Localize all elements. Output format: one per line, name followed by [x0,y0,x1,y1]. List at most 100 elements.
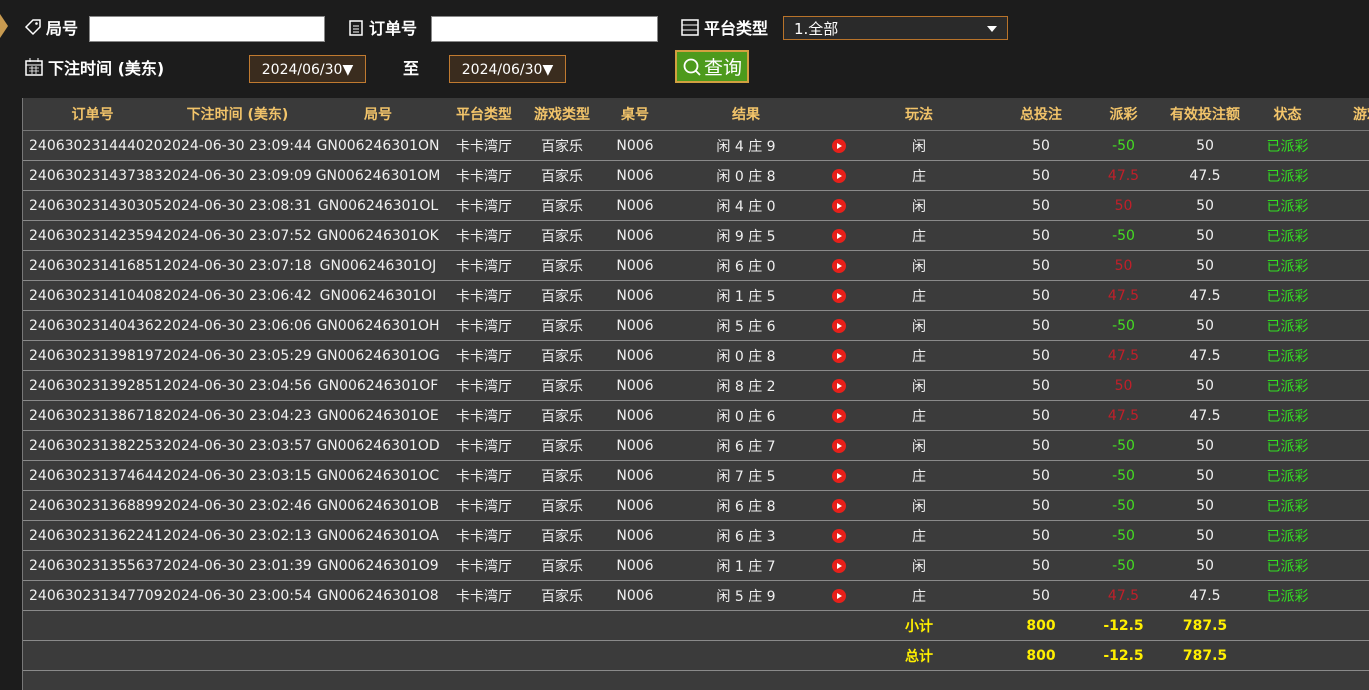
cell: 百家乐 [525,310,599,341]
cell: 百家乐 [525,250,599,281]
play-icon[interactable] [832,288,846,303]
cell: N006 [599,520,671,551]
cell: 47.5 [1101,400,1146,431]
play-icon[interactable] [832,228,846,243]
play-icon[interactable] [832,198,846,213]
cell: GN006246301OJ [313,250,443,281]
order-input[interactable] [431,16,658,42]
play-icon[interactable] [832,498,846,513]
cell: 百家乐 [525,460,599,491]
cell: 百家乐 [525,220,599,251]
to-label: 至 [403,55,419,79]
cell: -50 [1101,520,1146,551]
play-icon[interactable] [832,438,846,453]
cell: N006 [599,370,671,401]
summary-cell: 800 [981,610,1101,641]
query-button[interactable]: 查询 [675,50,749,83]
cell: 47.5 [1101,340,1146,371]
cell: 卡卡湾厅 [443,130,525,161]
cell [821,610,857,641]
summary-cell: -12.5 [1101,640,1146,671]
cell: 闲 5 庄 9 [671,580,821,611]
cell [821,280,857,311]
table-row: 240630231374644 2024-06-30 23:03:15 GN0062… [23,460,1369,491]
play-icon[interactable] [832,348,846,363]
cell: 240630231374644 [23,460,162,491]
cell: 240630231398197 [23,340,162,371]
table-row: 240630231347709 2024-06-30 23:00:54 GN0062… [23,580,1369,611]
platform-label: 平台类型 [680,15,768,39]
cell: N006 [599,220,671,251]
cell: 240630231382253 [23,430,162,461]
text: 局号 [46,19,79,38]
cell: 50 [1101,190,1146,221]
cell: N006 [599,400,671,431]
cell: 2024-06-30 23:06:06 [162,310,313,341]
cell [1311,430,1369,461]
table-row: 240630231392851 2024-06-30 23:04:56 GN0062… [23,370,1369,401]
cell: 卡卡湾厅 [443,400,525,431]
cell: 闲 [857,430,981,461]
cell [821,430,857,461]
cell: 闲 0 庄 8 [671,160,821,191]
cell: 50 [981,250,1101,281]
cell: 卡卡湾厅 [443,520,525,551]
play-icon[interactable] [832,168,846,183]
cell: 卡卡湾厅 [443,160,525,191]
play-icon[interactable] [832,588,846,603]
cell [821,130,857,161]
date-to[interactable]: 2024/06/30▼ [449,55,566,83]
cell: 2024-06-30 23:09:09 [162,160,313,191]
cell: 百家乐 [525,490,599,521]
cell: 47.5 [1146,400,1264,431]
cell: 庄 [857,520,981,551]
cell [23,640,162,671]
date-from[interactable]: 2024/06/30▼ [249,55,366,83]
cell: 闲 [857,310,981,341]
round-input[interactable] [89,16,325,42]
cell [1311,610,1369,641]
column-header: 有效投注额 [1146,98,1264,131]
cell: 240630231386718 [23,400,162,431]
play-icon[interactable] [832,528,846,543]
cell [821,640,857,671]
cell: 卡卡湾厅 [443,550,525,581]
play-icon[interactable] [832,258,846,273]
cell: 2024-06-30 23:02:46 [162,490,313,521]
platform-select[interactable]: 1.全部 [783,16,1008,40]
cell: 已派彩 [1264,460,1311,491]
cell [1311,310,1369,341]
cell: 已派彩 [1264,130,1311,161]
order-label: 订单号 [347,15,417,39]
table-row: 240630231404362 2024-06-30 23:06:06 GN0062… [23,310,1369,341]
cell: 卡卡湾厅 [443,430,525,461]
cell: 240630231430305 [23,190,162,221]
cell: 50 [981,550,1101,581]
play-icon[interactable] [832,558,846,573]
table-body: 240630231444020 2024-06-30 23:09:44 GN0062… [23,130,1369,671]
play-icon[interactable] [832,138,846,153]
cell: 47.5 [1146,580,1264,611]
cell: GN006246301OI [313,280,443,311]
cell [821,250,857,281]
cell: 卡卡湾厅 [443,580,525,611]
cell: 240630231392851 [23,370,162,401]
cell: N006 [599,460,671,491]
cell: 闲 6 庄 7 [671,430,821,461]
cell [821,160,857,191]
cell: 2024-06-30 23:02:13 [162,520,313,551]
cell: 已派彩 [1264,220,1311,251]
cell [525,640,599,671]
cell: 庄 [857,580,981,611]
cell: 庄 [857,280,981,311]
table-row: 240630231386718 2024-06-30 23:04:23 GN0062… [23,400,1369,431]
text: 平台类型 [704,19,769,38]
cell: 卡卡湾厅 [443,220,525,251]
cell: 50 [981,280,1101,311]
play-icon[interactable] [832,468,846,483]
play-icon[interactable] [832,408,846,423]
cell: -50 [1101,460,1146,491]
play-icon[interactable] [832,378,846,393]
cell: 百家乐 [525,370,599,401]
play-icon[interactable] [832,318,846,333]
